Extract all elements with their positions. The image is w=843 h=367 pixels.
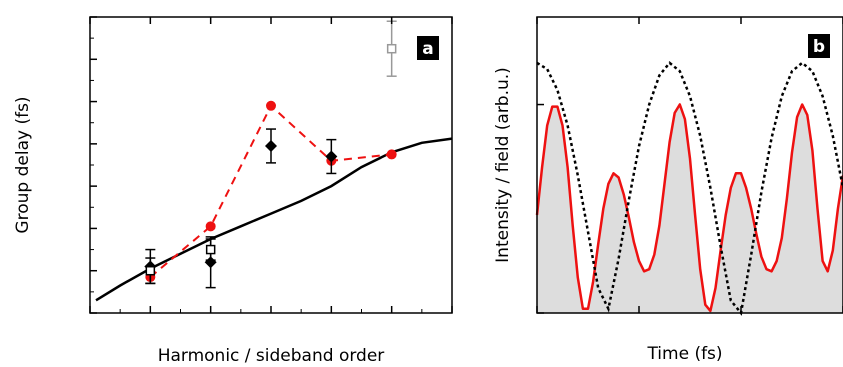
series-line-dotted — [536, 61, 843, 316]
data-point-diamond — [265, 139, 277, 152]
panel-b: b Time (fs) Intensity / field (arb.u.) — [493, 16, 843, 364]
series-layer — [535, 61, 843, 316]
series-area-fill — [537, 104, 843, 313]
y-axis-label: Intensity / field (arb.u.) — [493, 67, 513, 263]
plot-frame — [89, 16, 453, 314]
series-layer — [95, 20, 453, 302]
y-axis-label: Group delay (fs) — [13, 96, 33, 233]
panel-tag-bg — [417, 36, 439, 60]
x-axis-label: Harmonic / sideband order — [158, 346, 385, 366]
data-point-square — [386, 43, 397, 54]
panel-tag: a — [422, 39, 433, 59]
x-ticks — [89, 17, 453, 313]
panel-tag: b — [813, 37, 825, 57]
data-point-square — [145, 265, 156, 276]
panel-a: a Harmonic / sideband order Group delay … — [13, 16, 453, 366]
data-point-square — [205, 244, 216, 255]
data-point-circle — [266, 100, 276, 111]
panel-tag-bg — [808, 34, 830, 58]
series-line — [535, 103, 843, 313]
data-point-diamond — [204, 256, 217, 269]
data-point-diamond — [325, 150, 338, 163]
data-point-circle — [386, 149, 397, 160]
x-ticks — [536, 17, 843, 313]
data-point-circle — [205, 221, 216, 232]
plot-frame — [536, 16, 843, 314]
y-ticks — [537, 103, 544, 314]
x-axis-label: Time (fs) — [646, 344, 722, 364]
y-ticks — [90, 16, 97, 314]
